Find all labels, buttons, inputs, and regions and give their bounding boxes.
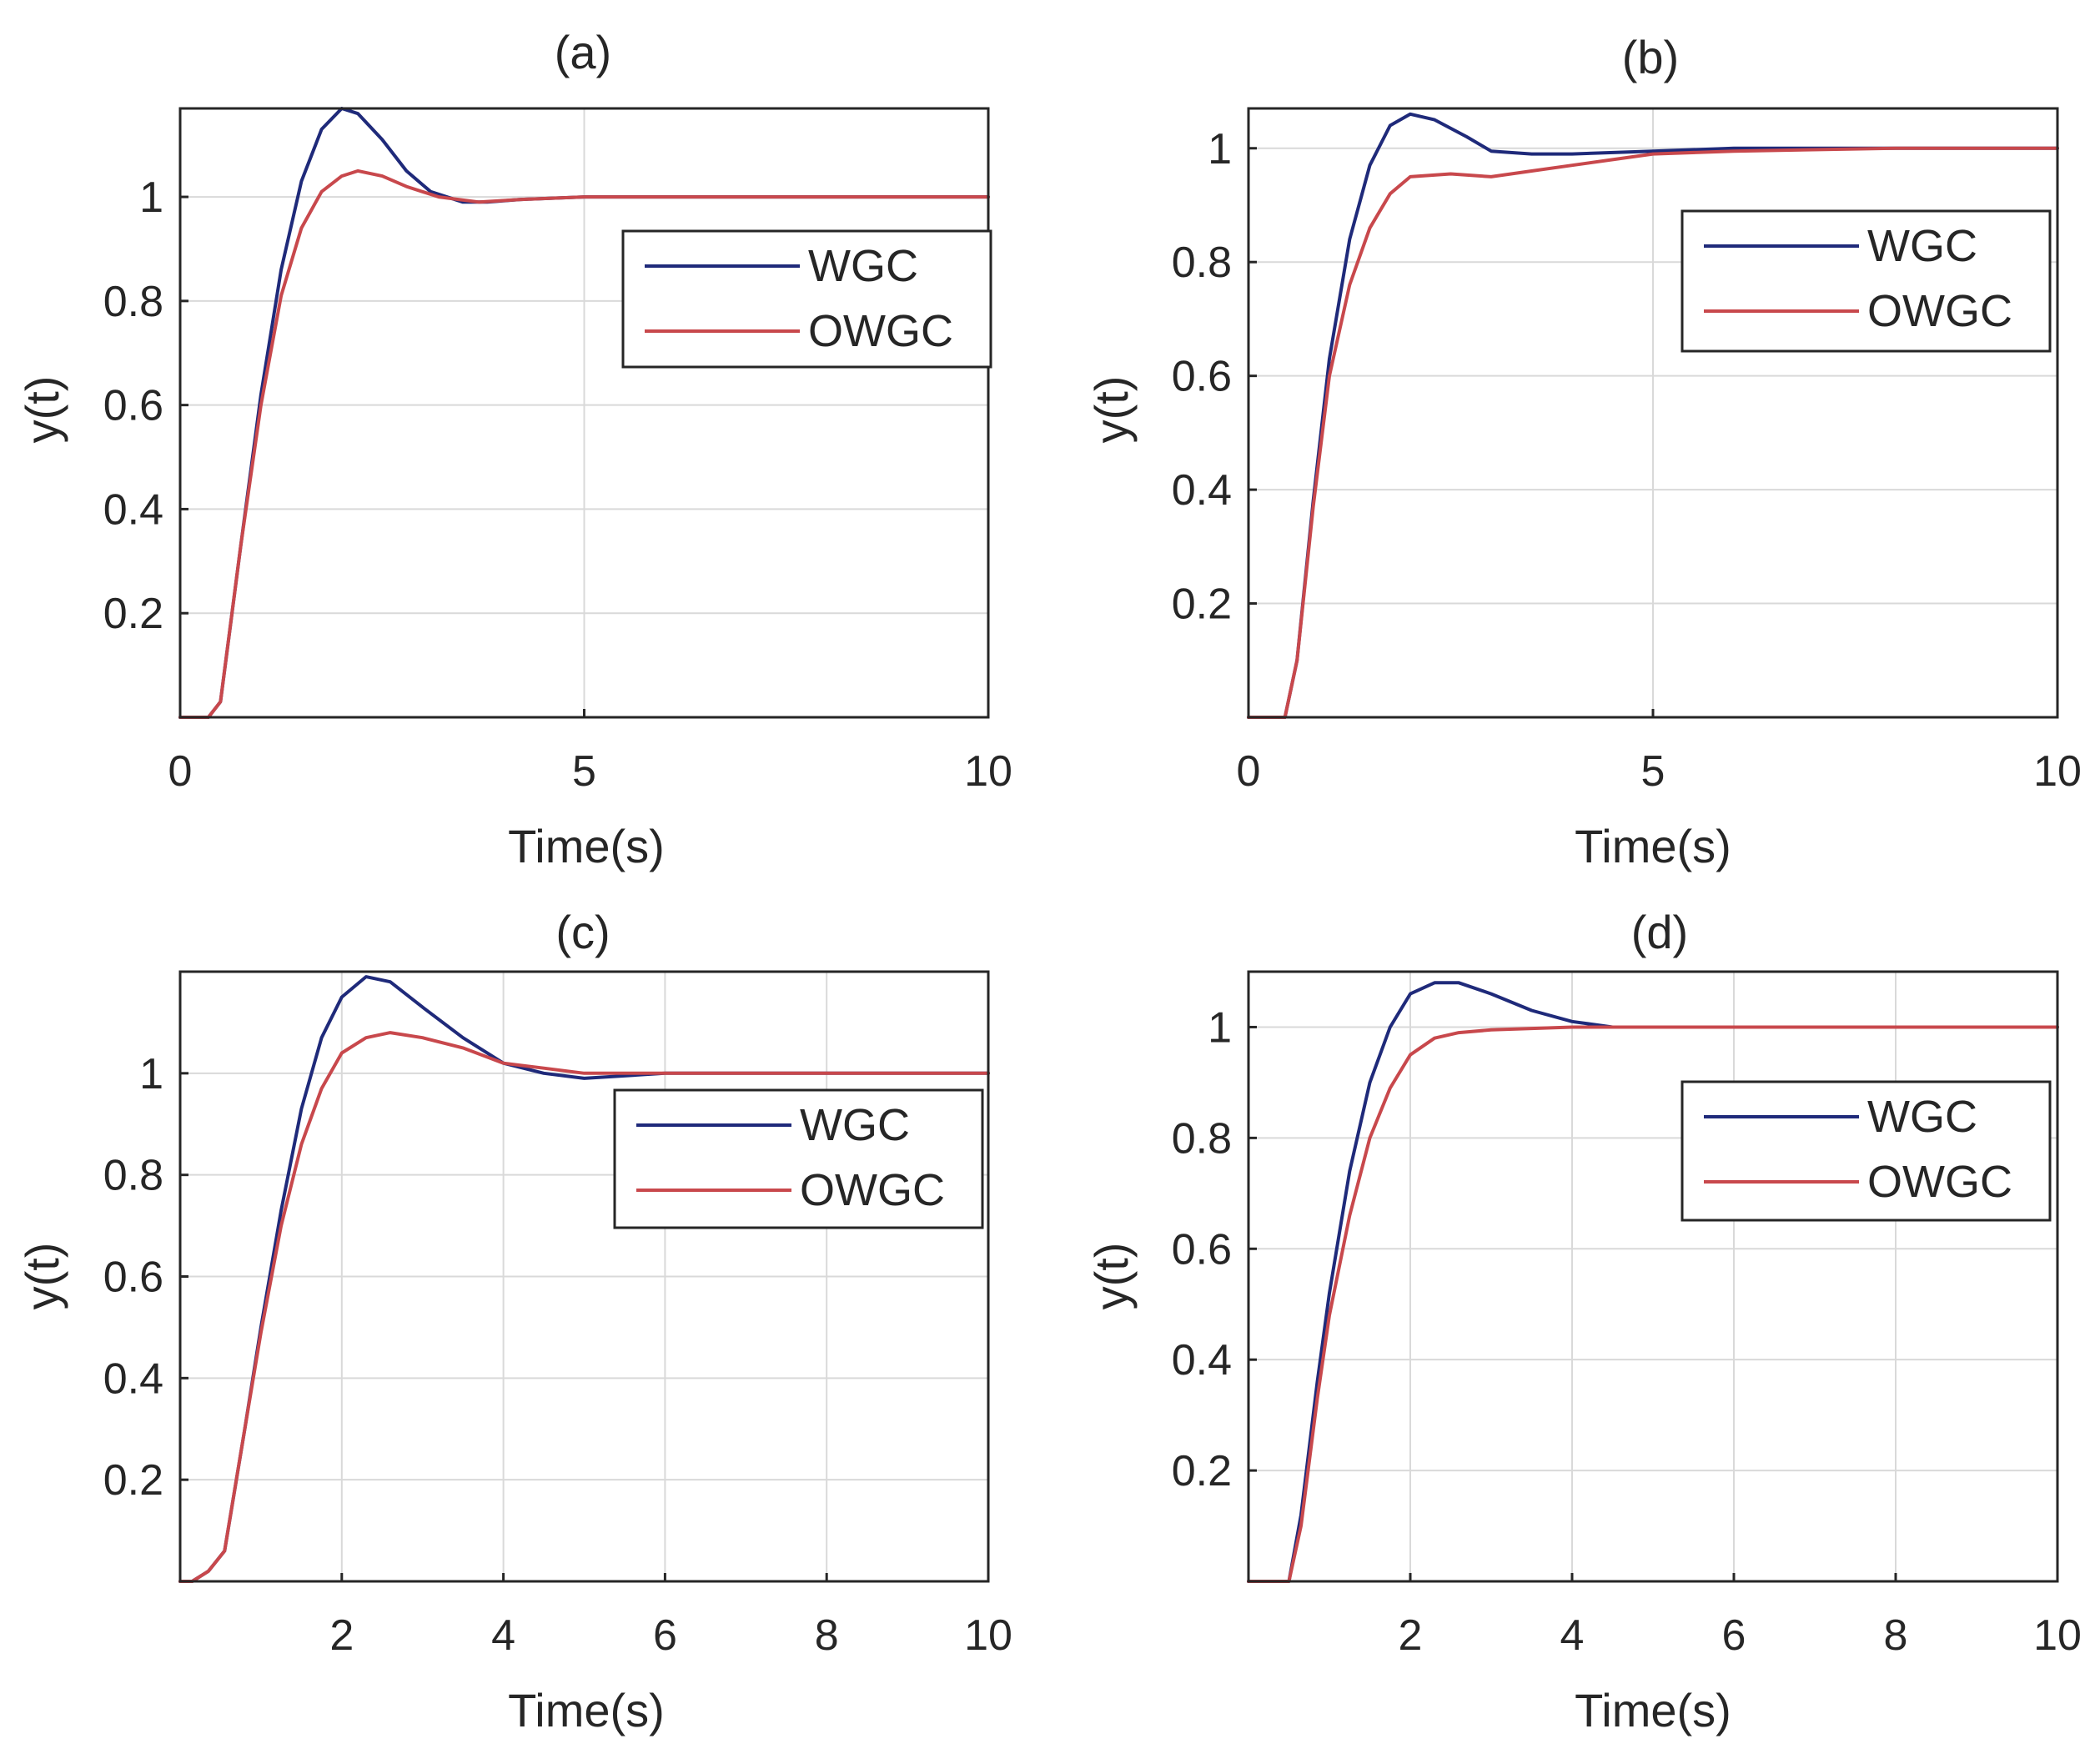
y-axis-label: y(t) bbox=[16, 1243, 68, 1310]
panel-title: (d) bbox=[1631, 906, 1688, 958]
y-tick-label: 0.6 bbox=[103, 1254, 163, 1302]
x-tick-label: 8 bbox=[1884, 1611, 1908, 1660]
x-tick-label: 0 bbox=[168, 747, 193, 796]
x-tick-label: 10 bbox=[964, 747, 1012, 796]
legend: WGC OWGC bbox=[621, 229, 992, 369]
y-tick-label: 0.4 bbox=[103, 485, 163, 534]
x-tick-label: 0 bbox=[1237, 747, 1261, 796]
panel-d: (d) Time(s) y(t) 2 4 6 8 10 0.2 0.4 0.6 0.8 1 WGC O… bbox=[1085, 906, 2082, 1736]
y-tick-label: 0.8 bbox=[1172, 239, 1232, 287]
y-tick-label: 0.6 bbox=[103, 382, 163, 430]
panel-a: (a) Time(s) y(t) 0 5 10 0.2 0.4 0.6 0.8 1 WGC OWG… bbox=[16, 26, 1012, 872]
legend-label-owgc: OWGC bbox=[808, 306, 953, 356]
x-tick-label: 10 bbox=[964, 1611, 1012, 1660]
y-tick-label: 1 bbox=[1208, 125, 1232, 173]
series-line-owgc bbox=[1247, 146, 2059, 719]
legend-label-owgc: OWGC bbox=[1867, 286, 2012, 336]
legend-box bbox=[1681, 209, 2052, 353]
x-axis-label: Time(s) bbox=[1575, 820, 1731, 872]
plot-area bbox=[1248, 972, 2057, 1581]
x-axis-label: Time(s) bbox=[1575, 1684, 1731, 1736]
x-tick-label: 5 bbox=[1641, 747, 1665, 796]
y-tick-label: 0.8 bbox=[103, 1152, 163, 1200]
y-tick-label: 0.6 bbox=[1172, 353, 1232, 401]
y-tick-label: 0.8 bbox=[103, 278, 163, 326]
y-tick-label: 0.4 bbox=[1172, 1336, 1232, 1385]
y-tick-label: 1 bbox=[1208, 1003, 1232, 1052]
y-tick-label: 0.2 bbox=[1172, 580, 1232, 629]
legend-label-owgc: OWGC bbox=[800, 1165, 945, 1215]
legend-box bbox=[621, 229, 992, 369]
y-axis-label: y(t) bbox=[1085, 1243, 1138, 1310]
y-tick-label: 0.4 bbox=[103, 1354, 163, 1403]
series-line-owgc bbox=[178, 1031, 990, 1583]
legend-label-wgc: WGC bbox=[1867, 1092, 1977, 1142]
y-tick-label: 0.8 bbox=[1172, 1114, 1232, 1163]
y-tick-label: 0.2 bbox=[103, 1456, 163, 1505]
series-line-owgc bbox=[1247, 1025, 2059, 1583]
y-tick-label: 0.2 bbox=[103, 590, 163, 638]
legend: WGC OWGC bbox=[1681, 1080, 2052, 1222]
panel-title: (a) bbox=[555, 26, 611, 78]
legend: WGC OWGC bbox=[1681, 209, 2052, 353]
legend-label-owgc: OWGC bbox=[1867, 1157, 2012, 1207]
x-tick-label: 4 bbox=[1560, 1611, 1585, 1660]
x-tick-label: 6 bbox=[1722, 1611, 1746, 1660]
legend-label-wgc: WGC bbox=[808, 241, 918, 291]
legend-box bbox=[1681, 1080, 2052, 1222]
axes-frame bbox=[1247, 970, 2059, 1583]
legend: WGC OWGC bbox=[613, 1088, 984, 1229]
y-tick-label: 0.6 bbox=[1172, 1225, 1232, 1274]
panel-title: (b) bbox=[1622, 31, 1679, 83]
y-tick-label: 1 bbox=[139, 1050, 163, 1098]
x-tick-label: 4 bbox=[491, 1611, 515, 1660]
x-tick-label: 6 bbox=[653, 1611, 677, 1660]
legend-label-wgc: WGC bbox=[800, 1100, 910, 1150]
x-tick-label: 5 bbox=[572, 747, 596, 796]
x-tick-label: 8 bbox=[815, 1611, 839, 1660]
x-axis-label: Time(s) bbox=[508, 1684, 665, 1736]
y-tick-label: 0.2 bbox=[1172, 1447, 1232, 1495]
panel-b: (b) Time(s) y(t) 0 5 10 0.2 0.4 0.6 0.8 1 WGC OWG… bbox=[1085, 31, 2082, 872]
x-tick-label: 2 bbox=[1399, 1611, 1423, 1660]
y-axis-label: y(t) bbox=[16, 376, 68, 444]
panel-c: (c) Time(s) y(t) 2 4 6 8 10 0.2 0.4 0.6 0.8 1 WGC O… bbox=[16, 906, 1012, 1736]
x-tick-label: 2 bbox=[329, 1611, 354, 1660]
legend-label-wgc: WGC bbox=[1867, 221, 1977, 271]
x-tick-label: 10 bbox=[2033, 1611, 2082, 1660]
x-axis-label: Time(s) bbox=[508, 820, 665, 872]
x-tick-label: 10 bbox=[2033, 747, 2082, 796]
y-tick-label: 0.4 bbox=[1172, 466, 1232, 515]
y-axis-label: y(t) bbox=[1085, 376, 1138, 444]
y-tick-label: 1 bbox=[139, 173, 163, 222]
legend-box bbox=[613, 1088, 984, 1229]
panel-title: (c) bbox=[555, 906, 610, 958]
series-line-owgc bbox=[178, 168, 990, 719]
